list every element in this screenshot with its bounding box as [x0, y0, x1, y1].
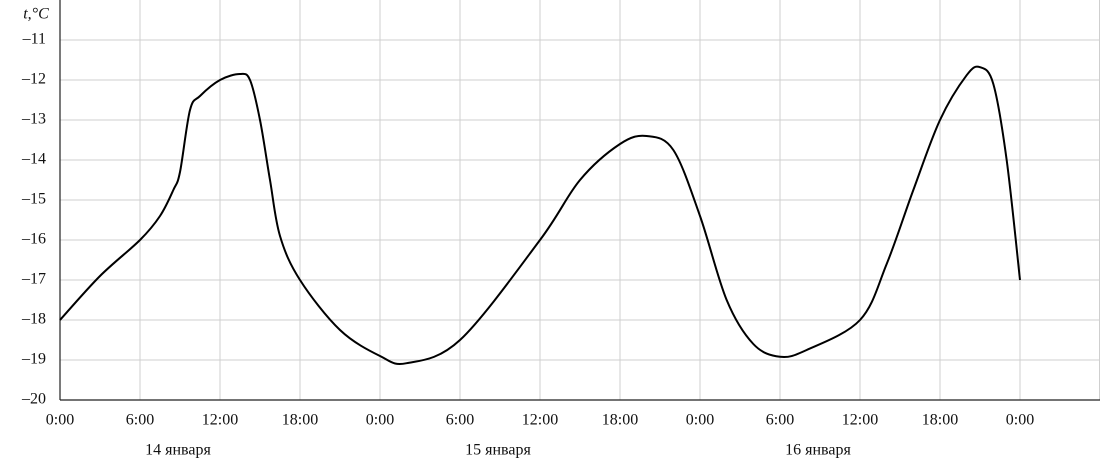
y-tick-label: –19 — [21, 351, 46, 368]
x-tick-label: 18:00 — [922, 412, 958, 429]
x-tick-label: 6:00 — [446, 412, 474, 429]
y-tick-label: –16 — [21, 231, 46, 248]
x-tick-label: 6:00 — [766, 412, 794, 429]
y-tick-label: –15 — [21, 191, 46, 208]
data-line — [59, 65, 1021, 365]
y-tick-label: –18 — [21, 311, 46, 328]
x-tick-label: 12:00 — [202, 412, 238, 429]
x-tick-label: 12:00 — [842, 412, 878, 429]
y-tick-label: –11 — [22, 31, 46, 48]
y-tick-label: –12 — [21, 71, 46, 88]
day-label: 15 января — [465, 442, 531, 459]
day-label: 16 января — [785, 442, 851, 459]
y-tick-label: –14 — [21, 151, 46, 168]
y-tick-label: –17 — [21, 271, 46, 288]
x-tick-label: 18:00 — [602, 412, 638, 429]
y-axis-label: t,°C — [23, 6, 49, 23]
x-tick-label: 18:00 — [282, 412, 318, 429]
x-tick-label: 6:00 — [126, 412, 154, 429]
y-tick-label: –13 — [21, 111, 46, 128]
day-label: 14 января — [145, 442, 211, 459]
x-tick-label: 0:00 — [366, 412, 394, 429]
x-tick-label: 0:00 — [1006, 412, 1034, 429]
x-tick-label: 0:00 — [686, 412, 714, 429]
y-tick-label: –20 — [21, 391, 46, 408]
x-tick-label: 12:00 — [522, 412, 558, 429]
x-tick-label: 0:00 — [46, 412, 74, 429]
